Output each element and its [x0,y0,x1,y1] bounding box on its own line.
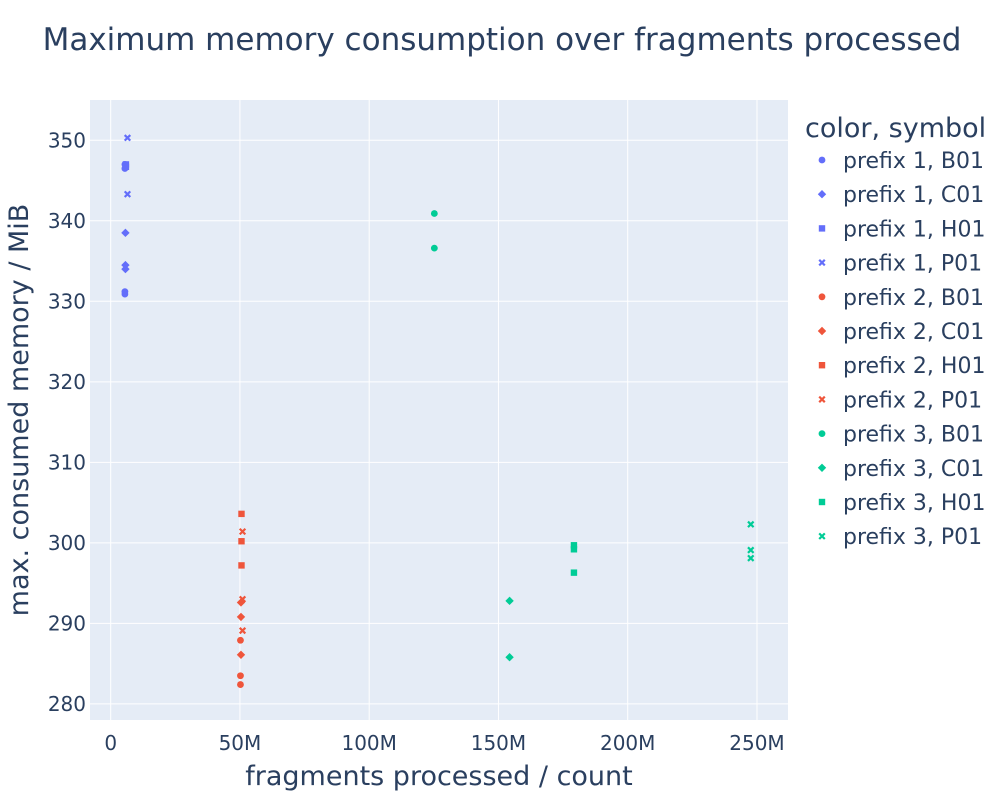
data-point [505,652,514,662]
data-point [237,636,244,644]
legend-marker-icon [818,395,826,403]
legend-title: color, symbol [805,113,986,144]
legend-label: prefix 3, H01 [843,491,985,516]
legend: color, symbol prefix 1, B01 prefix 1, C01… [805,113,986,550]
y-tick-label: 320 [48,370,86,394]
data-point [237,672,244,680]
series-prefix-1-c01 [121,228,130,274]
y-axis-ticks: 280 290 300 310 320 330 340 350 [48,128,86,716]
series-prefix-2-h01 [238,510,245,569]
chart-title: Maximum memory consumption over fragment… [43,22,962,58]
series-prefix-3-p01 [747,520,755,562]
data-point [747,546,755,554]
legend-label: prefix 2, P01 [843,388,982,413]
data-point [238,528,247,536]
legend-marker-icon [817,326,827,336]
legend-item-prefix-2-h01[interactable]: prefix 2, H01 [818,354,986,379]
legend-item-prefix-1-h01[interactable]: prefix 1, H01 [818,217,986,242]
data-point [121,290,129,298]
legend-marker-icon [817,463,827,472]
legend-marker-icon [818,293,826,301]
legend-item-prefix-3-h01[interactable]: prefix 3, H01 [818,491,986,516]
y-tick-label: 350 [48,128,86,152]
data-point [122,163,130,171]
series-prefix-2-b01 [237,636,244,688]
legend-label: prefix 2, C01 [843,320,984,345]
legend-label: prefix 3, B01 [843,423,984,448]
series-prefix-3-h01 [570,542,578,576]
data-point [430,210,438,217]
legend-item-prefix-3-p01[interactable]: prefix 3, P01 [818,525,982,550]
legend-items: prefix 1, B01 prefix 1, C01 prefix 1, H01 p… [817,149,986,550]
data-point [121,228,130,238]
data-point [237,681,244,688]
data-point [505,596,514,606]
legend-label: prefix 2, B01 [843,286,984,311]
series-prefix-3-b01 [430,210,438,252]
data-point [238,627,247,635]
legend-marker-icon [817,190,827,199]
data-point [570,546,578,553]
data-point [747,554,755,562]
legend-item-prefix-3-c01[interactable]: prefix 3, C01 [817,457,984,482]
data-point [430,244,438,252]
legend-item-prefix-1-b01[interactable]: prefix 1, B01 [818,149,984,174]
legend-marker-icon [818,225,826,232]
data-point [570,569,578,576]
legend-label: prefix 1, B01 [843,149,984,174]
legend-item-prefix-3-b01[interactable]: prefix 3, B01 [818,423,984,448]
series-prefix-1-p01 [123,134,132,198]
legend-marker-icon [818,498,826,506]
data-point [238,595,247,603]
y-tick-label: 300 [48,531,86,555]
data-point [238,538,245,545]
legend-label: prefix 3, P01 [843,525,982,550]
x-tick-label: 200M [600,731,655,755]
legend-marker-icon [818,430,826,437]
x-axis-title: fragments processed / count [245,761,633,792]
plot-area [90,100,788,720]
data-point [238,562,245,569]
legend-marker-icon [818,362,826,369]
x-axis-ticks: 0 50M 100M 150M 200M 250M [104,731,784,755]
y-tick-label: 280 [48,692,86,716]
data-point [570,542,578,549]
y-tick-label: 310 [48,450,86,474]
legend-label: prefix 2, H01 [843,354,985,379]
y-tick-label: 330 [48,289,86,313]
data-point [123,134,132,142]
series-prefix-1-h01 [122,161,130,171]
data-points [121,134,755,688]
series-prefix-2-p01 [238,528,247,635]
grid-lines [90,100,788,720]
legend-item-prefix-1-p01[interactable]: prefix 1, P01 [818,252,982,277]
legend-label: prefix 1, P01 [843,252,982,277]
x-tick-label: 150M [471,731,526,755]
data-point [121,264,130,274]
x-tick-label: 250M [729,731,784,755]
legend-item-prefix-2-p01[interactable]: prefix 2, P01 [818,388,982,413]
y-tick-label: 340 [48,209,86,233]
legend-marker-icon [818,532,826,540]
y-tick-label: 290 [48,611,86,635]
legend-item-prefix-2-b01[interactable]: prefix 2, B01 [818,286,984,311]
data-point [236,612,246,622]
data-point [123,190,132,198]
legend-label: prefix 1, H01 [843,217,985,242]
data-point [236,650,246,659]
series-prefix-3-c01 [505,596,514,662]
x-tick-label: 100M [341,731,396,755]
x-tick-label: 50M [219,731,262,755]
legend-label: prefix 3, C01 [843,457,984,482]
legend-marker-icon [818,156,826,164]
legend-marker-icon [818,259,826,267]
y-axis-title: max. consumed memory / MiB [4,204,35,617]
legend-item-prefix-2-c01[interactable]: prefix 2, C01 [817,320,984,345]
legend-label: prefix 1, C01 [843,183,984,208]
legend-item-prefix-1-c01[interactable]: prefix 1, C01 [817,183,984,208]
x-tick-label: 0 [104,731,117,755]
data-point [238,510,245,518]
data-point [747,520,755,528]
